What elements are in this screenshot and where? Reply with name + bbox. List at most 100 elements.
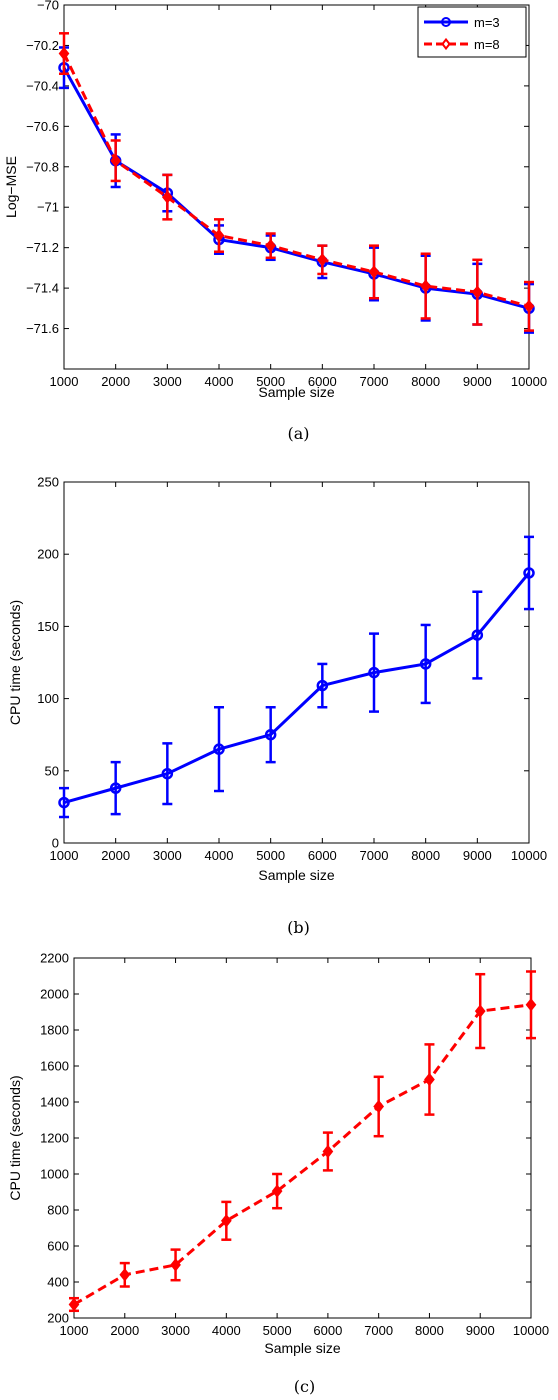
y-tick-label: −70 <box>37 0 59 13</box>
data-point <box>161 190 173 204</box>
y-tick-label: −71.4 <box>26 281 59 296</box>
chart-2: 1000 2000 3000 4000 5000 6000 7000 8000 9000 1000… <box>7 475 547 938</box>
x-tick-label: 3000 <box>153 848 182 863</box>
data-point <box>161 767 174 780</box>
y-tick-label: 1800 <box>40 1023 69 1038</box>
x-tick-label: 5000 <box>256 374 285 389</box>
data-point <box>322 1144 334 1159</box>
x-axis-label: Sample size <box>258 384 334 400</box>
plot-frame <box>63 4 530 370</box>
x-tick-label: 5000 <box>256 848 285 863</box>
x-tick-label: 7000 <box>364 1323 393 1338</box>
y-axis-label: Log−MSE <box>3 156 19 218</box>
y-tick-label: 1200 <box>40 1131 69 1146</box>
series-1 <box>68 970 537 1313</box>
x-tick-label: 9000 <box>466 1323 495 1338</box>
x-tick-label: 7000 <box>360 374 389 389</box>
y-tick-label: 1000 <box>40 1167 69 1182</box>
data-point <box>110 154 122 168</box>
data-point <box>119 1268 131 1282</box>
legend-marker <box>441 17 451 27</box>
y-tick-label: 100 <box>37 691 59 706</box>
x-tick-label: 4000 <box>212 1323 241 1338</box>
data-point <box>525 998 537 1012</box>
x-tick-label: 6000 <box>308 374 337 389</box>
legend-label: m=3 <box>474 15 500 30</box>
x-tick-label: 9000 <box>463 374 492 389</box>
data-point <box>109 782 122 794</box>
series-line <box>62 66 530 310</box>
legend-box <box>417 6 527 58</box>
x-tick-label: 10000 <box>511 374 547 389</box>
series-line <box>73 1003 532 1306</box>
data-point <box>523 567 535 579</box>
y-tick-label: 2000 <box>40 987 69 1002</box>
x-tick-label: 6000 <box>308 848 337 863</box>
series-line <box>63 572 531 805</box>
data-point <box>474 1004 486 1018</box>
x-tick-label: 8000 <box>415 1323 444 1338</box>
x-tick-label: 2000 <box>110 1323 139 1338</box>
x-tick-label: 1000 <box>60 1323 89 1338</box>
data-point <box>368 265 380 279</box>
legend-marker <box>441 37 451 51</box>
x-tick-label: 4000 <box>205 848 234 863</box>
figure-caption: (c) <box>294 1377 315 1396</box>
data-point <box>58 46 70 61</box>
data-point <box>316 253 328 267</box>
x-tick-label: 8000 <box>411 374 440 389</box>
x-tick-label: 8000 <box>411 848 440 863</box>
data-point <box>471 629 484 641</box>
series-1 <box>58 535 535 819</box>
x-tick-label: 5000 <box>263 1323 292 1338</box>
y-tick-label: −70.8 <box>26 159 59 174</box>
y-tick-label: 150 <box>37 619 59 634</box>
x-tick-label: 3000 <box>161 1323 190 1338</box>
y-tick-label: 1400 <box>40 1095 69 1110</box>
data-point <box>471 285 483 299</box>
x-tick-label: 4000 <box>205 374 234 389</box>
y-tick-label: 0 <box>52 836 59 851</box>
y-tick-label: 2200 <box>40 951 69 966</box>
y-tick-label: −70.2 <box>26 38 59 53</box>
legend-label: m=8 <box>474 37 500 52</box>
legend: m=3m=8 <box>417 6 527 58</box>
data-point <box>316 679 329 692</box>
y-tick-label: 200 <box>37 547 59 562</box>
plot-frame <box>63 481 530 844</box>
y-tick-label: 600 <box>47 1239 69 1254</box>
series-m=8 <box>58 32 535 332</box>
data-point <box>271 1184 283 1198</box>
data-point <box>373 1099 385 1114</box>
data-point <box>170 1258 181 1272</box>
y-tick-label: 250 <box>37 475 59 490</box>
data-point <box>58 796 70 809</box>
data-point <box>213 743 225 755</box>
data-point <box>368 666 380 679</box>
data-point <box>213 228 225 243</box>
x-tick-label: 9000 <box>463 848 492 863</box>
data-point <box>265 238 277 253</box>
y-tick-label: −71 <box>37 200 59 215</box>
y-tick-label: −70.4 <box>26 78 59 93</box>
y-tick-label: 200 <box>47 1311 69 1326</box>
x-tick-label: 2000 <box>101 848 130 863</box>
y-axis-label: CPU time (seconds) <box>7 1075 23 1200</box>
y-tick-label: 50 <box>45 763 59 778</box>
x-tick-label: 7000 <box>360 848 389 863</box>
x-tick-label: 3000 <box>153 374 182 389</box>
y-tick-label: 400 <box>47 1275 69 1290</box>
series-line <box>62 52 530 308</box>
data-point <box>220 1214 232 1228</box>
y-tick-label: −70.6 <box>26 119 59 134</box>
data-point <box>68 1297 80 1312</box>
x-tick-label: 1000 <box>50 848 79 863</box>
data-point <box>264 728 277 741</box>
x-tick-label: 10000 <box>511 848 547 863</box>
data-point <box>424 1072 435 1087</box>
y-tick-label: 1600 <box>40 1059 69 1074</box>
y-tick-label: 800 <box>47 1203 69 1218</box>
x-tick-label: 10000 <box>513 1323 549 1338</box>
x-axis-label: Sample size <box>264 1340 340 1356</box>
data-point <box>523 299 535 314</box>
